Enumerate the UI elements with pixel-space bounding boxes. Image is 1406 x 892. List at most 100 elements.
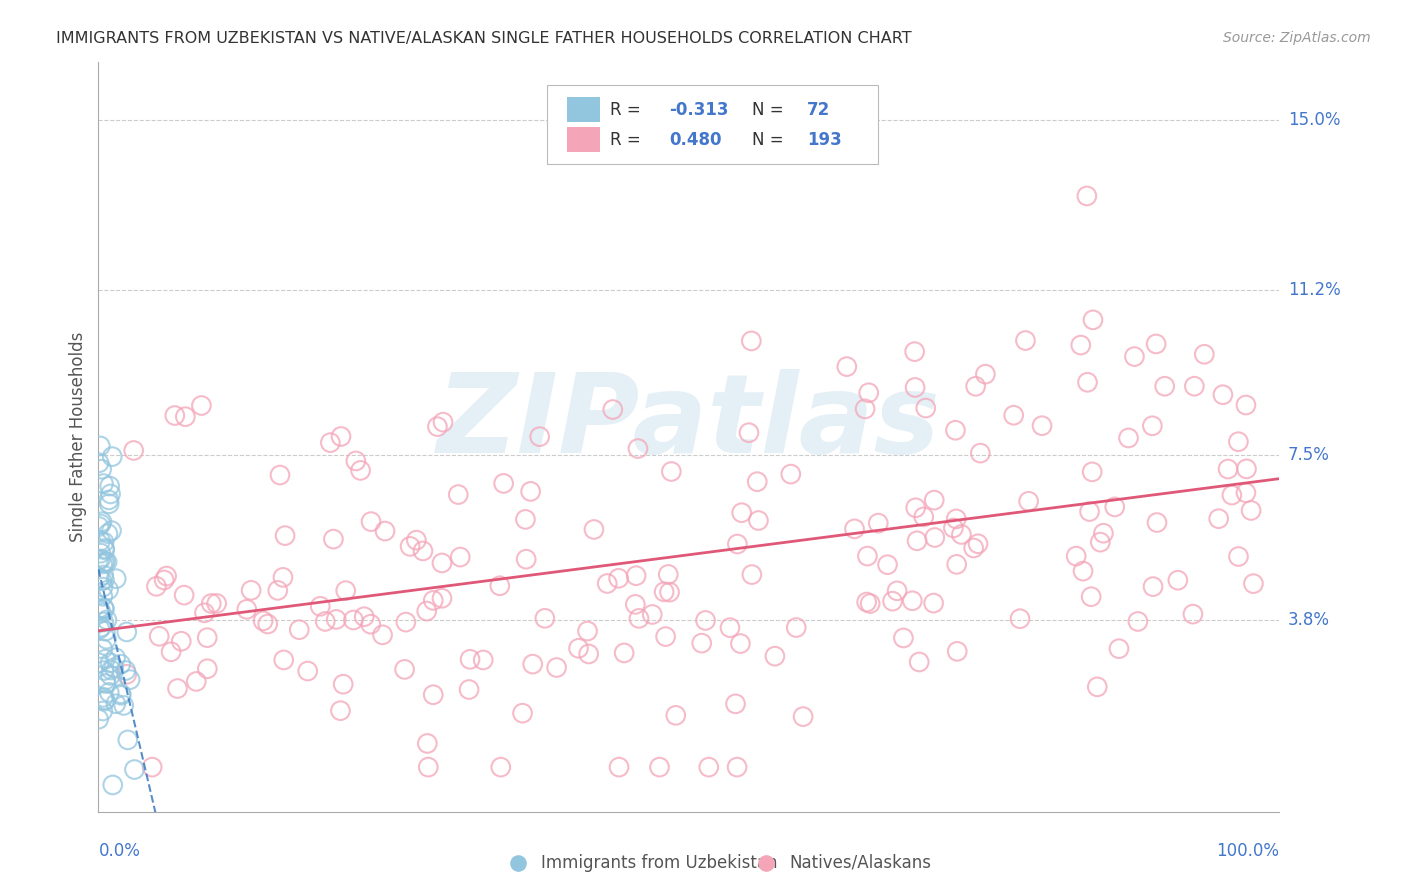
Point (924, 531, 946, 545)
Point (322, 532, 344, 546)
Point (101, 450, 124, 464)
Point (697, 760, 720, 774)
Point (87, 456, 110, 470)
Point (87, 519, 110, 533)
Point (1167, 573, 1189, 587)
Point (205, 596, 228, 610)
Point (105, 572, 128, 586)
Point (1153, 379, 1175, 393)
Point (946, 644, 969, 658)
Point (882, 594, 904, 608)
Point (349, 463, 371, 477)
Point (582, 523, 605, 537)
Point (942, 521, 965, 535)
Point (267, 583, 290, 598)
Point (342, 613, 364, 627)
Point (725, 537, 748, 551)
Point (91, 515, 114, 529)
Point (309, 599, 332, 614)
Point (747, 475, 769, 489)
Point (447, 487, 470, 501)
Point (104, 650, 127, 665)
Text: 3.8%: 3.8% (1288, 611, 1330, 629)
Point (432, 415, 454, 429)
Point (974, 367, 997, 381)
Point (91, 704, 114, 718)
Point (235, 602, 257, 616)
Point (90, 534, 112, 549)
Point (658, 585, 681, 599)
Point (269, 468, 291, 483)
Point (98, 656, 121, 670)
Point (627, 611, 650, 625)
Point (1194, 347, 1216, 361)
Point (945, 512, 967, 526)
Point (893, 631, 915, 645)
Point (1014, 334, 1036, 348)
Point (905, 533, 928, 548)
Point (665, 708, 688, 723)
Text: 0.0%: 0.0% (98, 842, 141, 860)
Point (399, 540, 422, 554)
Point (166, 681, 188, 696)
Point (1104, 500, 1126, 514)
Point (93, 602, 115, 616)
Point (360, 515, 382, 529)
Point (256, 617, 278, 632)
Point (91, 557, 114, 571)
Point (859, 597, 882, 611)
Point (374, 524, 396, 538)
Point (416, 604, 439, 618)
Point (472, 653, 495, 667)
Point (314, 615, 336, 629)
Point (779, 467, 801, 482)
Point (252, 614, 274, 628)
Point (1216, 462, 1239, 476)
Point (87, 554, 110, 568)
Point (93, 664, 115, 678)
Point (115, 624, 138, 639)
Point (325, 612, 347, 626)
Point (1126, 615, 1149, 629)
Point (353, 609, 375, 624)
Point (458, 682, 481, 697)
Point (371, 628, 394, 642)
Point (100, 663, 122, 677)
Text: -0.313: -0.313 (669, 101, 728, 119)
Point (1241, 576, 1264, 591)
Point (835, 359, 858, 374)
Point (922, 596, 945, 610)
Point (967, 537, 990, 551)
Point (1142, 418, 1164, 433)
Point (912, 509, 935, 524)
Point (148, 629, 170, 643)
Point (344, 454, 367, 468)
Point (155, 569, 177, 583)
Point (740, 334, 762, 348)
Point (412, 544, 434, 558)
Point (120, 673, 142, 687)
Point (170, 634, 193, 648)
Point (515, 512, 537, 526)
Point (546, 660, 568, 674)
Point (730, 636, 752, 650)
Point (110, 687, 132, 701)
Point (332, 677, 354, 691)
Point (394, 662, 416, 676)
Point (1227, 434, 1250, 449)
Point (1090, 535, 1112, 549)
Point (488, 579, 510, 593)
Text: N =: N = (752, 101, 789, 119)
Point (93, 556, 115, 570)
Point (90, 462, 112, 476)
Point (87, 712, 110, 726)
Point (94, 673, 117, 687)
Point (969, 446, 991, 460)
Point (93, 690, 115, 705)
Point (641, 607, 664, 622)
Point (652, 584, 675, 599)
Point (529, 430, 551, 444)
Point (747, 514, 769, 528)
Point (648, 760, 671, 774)
Point (1071, 564, 1094, 578)
